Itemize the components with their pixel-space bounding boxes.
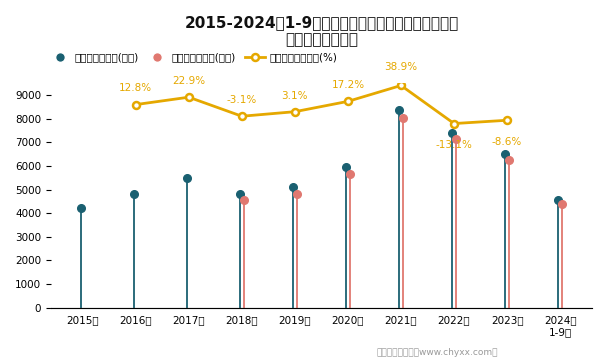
Text: -3.1%: -3.1% (227, 95, 257, 105)
Text: 制图：智研咨询（www.chyxx.com）: 制图：智研咨询（www.chyxx.com） (376, 348, 498, 357)
Text: -8.6%: -8.6% (492, 137, 522, 147)
Text: 22.9%: 22.9% (172, 76, 205, 86)
Title: 2015-2024年1-9月计算机、通信和其他电子设备制造
业企业利润统计图: 2015-2024年1-9月计算机、通信和其他电子设备制造 业企业利润统计图 (185, 15, 458, 47)
Text: 38.9%: 38.9% (384, 62, 418, 71)
Text: -13.1%: -13.1% (436, 140, 472, 150)
Text: 17.2%: 17.2% (331, 80, 365, 90)
Text: 3.1%: 3.1% (282, 90, 308, 101)
Text: 12.8%: 12.8% (119, 84, 152, 93)
Legend: 利润总额累计值(亿元), 营业利润累计值(亿元), 利润总额累计增长(%): 利润总额累计值(亿元), 营业利润累计值(亿元), 利润总额累计增长(%) (46, 48, 342, 66)
